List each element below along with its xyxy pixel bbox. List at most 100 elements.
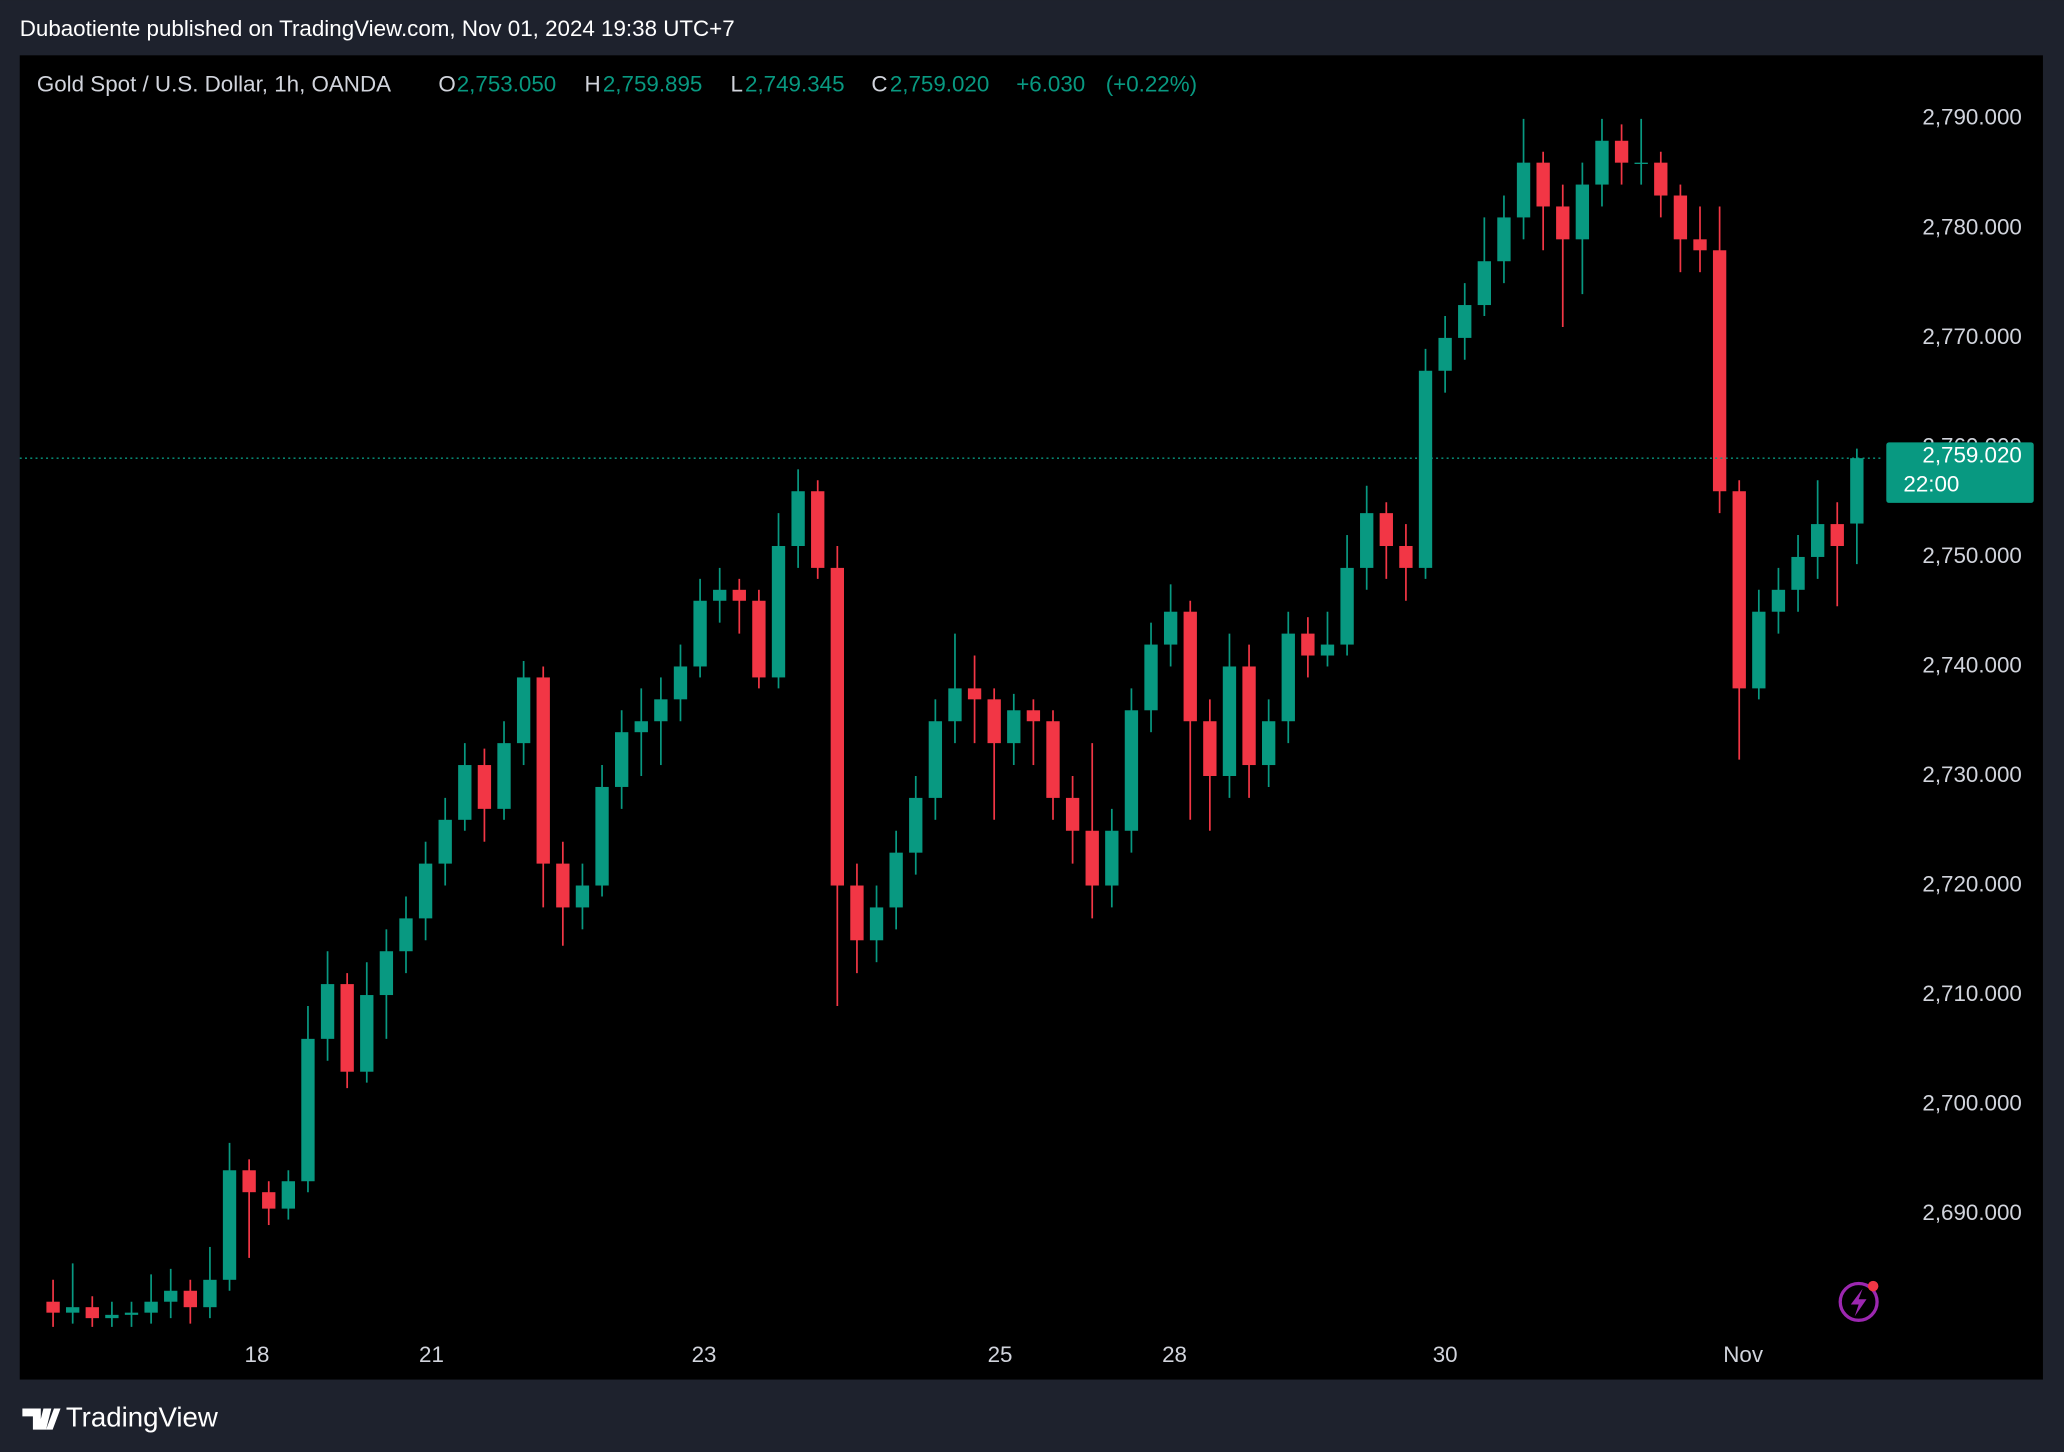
candle-body xyxy=(458,765,472,820)
candle-body xyxy=(66,1307,80,1313)
icon-bolt xyxy=(1850,1288,1867,1317)
candle-body xyxy=(1007,710,1021,744)
candle-body xyxy=(1144,644,1158,711)
ohlc-value: 2,759.020 xyxy=(890,72,989,97)
candle-body xyxy=(889,852,903,908)
ohlc-value: 2,753.050 xyxy=(457,72,556,97)
ohlc-value: 2,759.895 xyxy=(603,72,702,97)
ohlc-letter: C xyxy=(871,72,887,97)
candle-body xyxy=(575,885,590,908)
candle-body xyxy=(105,1314,119,1319)
y-tick-label: 2,780.000 xyxy=(1922,214,2021,239)
candle-body xyxy=(928,721,943,798)
icon-ring xyxy=(1838,1281,1879,1322)
y-tick-label: 2,690.000 xyxy=(1922,1200,2021,1225)
candle-body xyxy=(1222,666,1237,776)
candle-body xyxy=(850,885,864,941)
axes: 2,690.000 2,700.000 2,710.000 2,720.000 2,73… xyxy=(245,105,2022,1367)
candle-body xyxy=(1124,710,1139,831)
candle-body xyxy=(124,1312,139,1315)
candle-body xyxy=(791,491,805,546)
candle-body xyxy=(1810,524,1825,557)
x-tick-label: 18 xyxy=(245,1342,270,1367)
y-tick-label: 2,740.000 xyxy=(1922,652,2021,677)
ohlc-letter: H xyxy=(584,72,600,97)
bar-countdown: 22:00 xyxy=(1903,472,1959,497)
candle-body xyxy=(1105,830,1119,886)
ohlc-value: 2,749.345 xyxy=(745,72,844,97)
candle-body xyxy=(811,491,825,568)
candle-body xyxy=(1634,162,1648,164)
y-tick-label: 2,700.000 xyxy=(1922,1090,2021,1115)
candle-body xyxy=(948,688,962,722)
candle-body xyxy=(183,1290,197,1308)
overlay: 2,759.020 22:00 xyxy=(19,442,2034,503)
candle-body xyxy=(1360,513,1374,568)
candle-body xyxy=(1340,567,1354,645)
x-tick-label: 25 xyxy=(988,1342,1013,1367)
candle-body xyxy=(634,721,648,733)
candle-body xyxy=(771,545,786,678)
y-tick-label: 2,790.000 xyxy=(1922,105,2021,130)
candle-body xyxy=(1458,305,1472,338)
candle-body xyxy=(281,1181,296,1209)
y-tick-label: 2,750.000 xyxy=(1922,543,2021,568)
candle-body xyxy=(732,589,746,601)
last-price-label: 2,759.020 xyxy=(1922,443,2021,468)
candle-body xyxy=(497,743,511,809)
x-tick-label: 28 xyxy=(1162,1342,1187,1367)
candle-body xyxy=(830,567,844,886)
ohlc-letter: O xyxy=(438,72,455,97)
candle-body xyxy=(438,819,452,864)
brand-name: TradingView xyxy=(66,1401,219,1432)
candle-body xyxy=(46,1301,60,1313)
candle-body xyxy=(967,688,982,700)
candle-body xyxy=(144,1301,158,1313)
candle-body xyxy=(301,1038,315,1182)
candle-body xyxy=(909,797,923,853)
candle-body xyxy=(1516,162,1531,218)
candle-body xyxy=(1301,633,1315,656)
y-tick-label: 2,720.000 xyxy=(1922,871,2021,896)
change-percent: (+0.22%) xyxy=(1106,72,1197,97)
candle-body xyxy=(1791,556,1805,590)
candle-body xyxy=(1556,206,1570,240)
candle-body xyxy=(556,863,570,908)
candle-body xyxy=(222,1170,237,1280)
candles xyxy=(46,118,1864,1327)
x-tick-label: 21 xyxy=(419,1342,444,1367)
candle-body xyxy=(320,984,335,1039)
candle-body xyxy=(85,1307,99,1319)
candle-body xyxy=(1830,524,1844,546)
x-tick-label: Nov xyxy=(1723,1342,1764,1367)
candle-body xyxy=(379,951,394,996)
candle-body xyxy=(340,984,354,1072)
candle-body xyxy=(203,1279,217,1308)
candle-body xyxy=(399,918,413,952)
logo-mark xyxy=(22,1408,61,1430)
ohlc-letter: L xyxy=(731,72,743,97)
candle-body xyxy=(418,863,433,919)
candle-body xyxy=(1850,458,1864,524)
candle-body xyxy=(262,1192,276,1209)
candle-body xyxy=(1379,513,1393,546)
candle-body xyxy=(1752,611,1766,689)
candle-body xyxy=(1575,184,1590,240)
candle-body xyxy=(869,907,884,941)
lightning-icon[interactable] xyxy=(1838,1280,1879,1322)
candle-body xyxy=(1536,162,1550,207)
candle-body xyxy=(752,600,766,678)
x-tick-label: 23 xyxy=(692,1342,717,1367)
candle-body xyxy=(987,699,1001,744)
candle-body xyxy=(1654,162,1668,196)
candle-body xyxy=(1477,261,1492,306)
candle-body xyxy=(1771,589,1786,612)
last-price-box xyxy=(1886,442,2034,503)
candle-body xyxy=(1183,611,1197,722)
candle-body xyxy=(1399,545,1413,568)
candle-body xyxy=(164,1290,178,1302)
y-tick-label: 2,770.000 xyxy=(1922,324,2021,349)
candle-body xyxy=(1614,140,1629,163)
candle-body xyxy=(1242,666,1256,766)
